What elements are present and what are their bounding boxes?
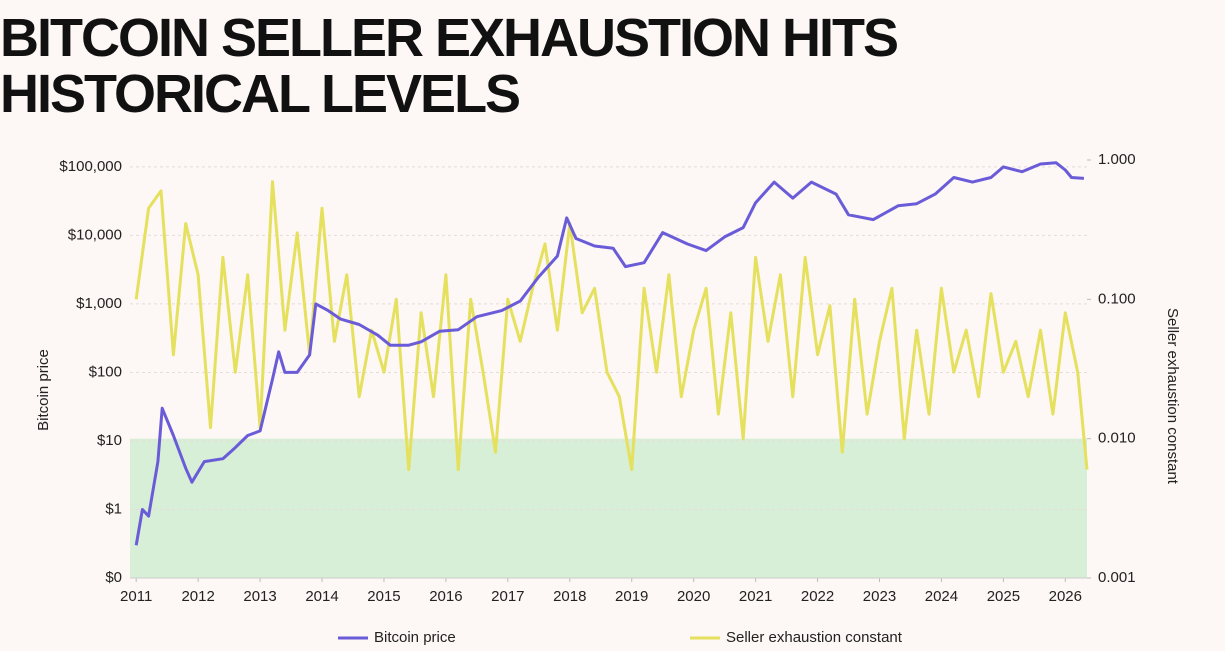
- y2-tick-label: 0.100: [1098, 290, 1136, 307]
- y-tick-label: $1: [105, 500, 122, 517]
- x-tick-label: 2011: [120, 588, 152, 605]
- x-tick-label: 2013: [243, 588, 276, 605]
- x-tick-label: 2022: [801, 588, 834, 605]
- legend-label: Seller exhaustion constant: [726, 629, 903, 646]
- chart-title: BITCOIN SELLER EXHAUSTION HITS HISTORICA…: [0, 8, 899, 124]
- x-tick-label: 2019: [615, 588, 648, 605]
- x-tick-label: 2017: [491, 588, 524, 605]
- x-tick-label: 2025: [987, 588, 1020, 605]
- y-axis-label: Bitcoin price: [35, 349, 52, 431]
- y2-tick-label: 0.010: [1098, 430, 1136, 447]
- x-tick-label: 2014: [305, 588, 338, 605]
- x-tick-label: 2021: [739, 588, 772, 605]
- series-line: [134, 161, 1085, 546]
- x-tick-label: 2015: [367, 588, 400, 605]
- y-tick-label: $0: [105, 569, 122, 586]
- series-line: [134, 180, 1089, 472]
- x-tick-label: 2023: [863, 588, 896, 605]
- y-tick-label: $10,000: [68, 226, 122, 243]
- x-tick-label: 2016: [429, 588, 462, 605]
- x-tick-label: 2012: [181, 588, 214, 605]
- y2-tick-label: 1.000: [1098, 151, 1136, 168]
- y-tick-label: $1,000: [76, 295, 122, 312]
- shaded-band: [130, 438, 1087, 578]
- x-tick-label: 2020: [677, 588, 710, 605]
- x-tick-label: 2018: [553, 588, 586, 605]
- x-tick-label: 2026: [1049, 588, 1082, 605]
- y2-tick-label: 0.001: [1098, 569, 1136, 586]
- y2-axis-label: Seller exhaustion constant: [1164, 308, 1181, 485]
- y-tick-label: $100: [89, 363, 122, 380]
- legend-label: Bitcoin price: [374, 629, 456, 646]
- y-tick-label: $100,000: [59, 158, 122, 175]
- y-tick-label: $10: [97, 432, 122, 449]
- x-tick-label: 2024: [925, 588, 958, 605]
